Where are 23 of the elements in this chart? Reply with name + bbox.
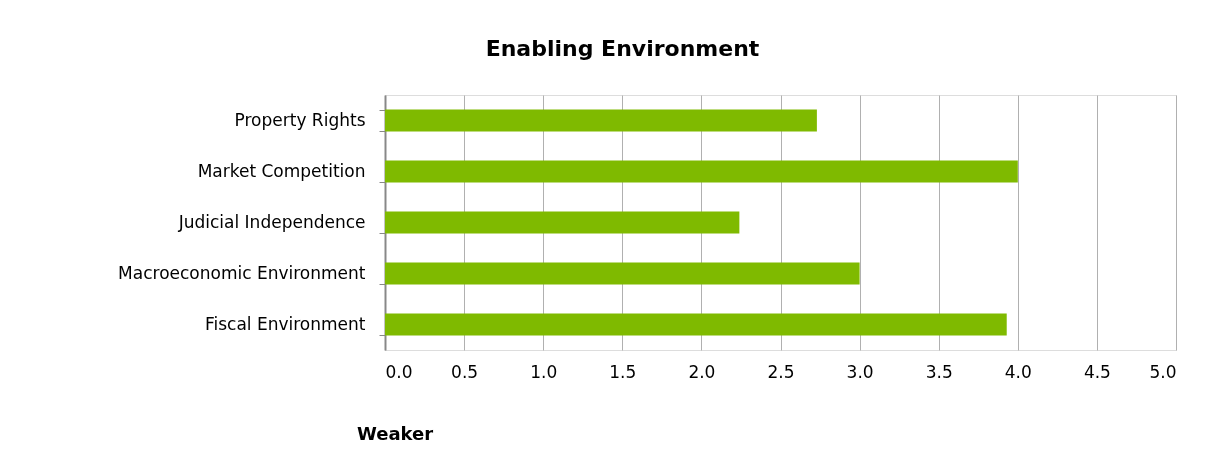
y-tick-label: Fiscal Environment	[204, 314, 366, 334]
y-tick-label: Market Competition	[197, 161, 366, 181]
x-tick-label: 3.5	[925, 361, 953, 382]
bar	[385, 160, 1018, 183]
x-tick-label: 0.0	[385, 361, 413, 382]
y-tick-label: Macroeconomic Environment	[118, 263, 366, 283]
bar	[385, 211, 740, 234]
x-tick-label: 4.0	[1004, 361, 1032, 382]
x-tick-label: 5.0	[1149, 361, 1177, 382]
x-tick-label: 4.5	[1083, 361, 1111, 382]
x-tick-label: 1.5	[609, 361, 637, 382]
bar	[385, 262, 860, 285]
chart-title: Enabling Environment	[485, 36, 760, 61]
x-tick-label: 3.0	[846, 361, 874, 382]
y-tick-label: Property Rights	[234, 110, 366, 130]
text: Weaker	[357, 423, 434, 444]
x-tick-label: 2.5	[767, 361, 795, 382]
bar	[385, 313, 1007, 336]
x-tick-label: 1.0	[530, 361, 558, 382]
bar	[385, 109, 817, 132]
x-tick-label: 2.0	[688, 361, 716, 382]
x-tick-label: 0.5	[451, 361, 479, 382]
y-tick-label: Judicial Independence	[177, 212, 366, 232]
